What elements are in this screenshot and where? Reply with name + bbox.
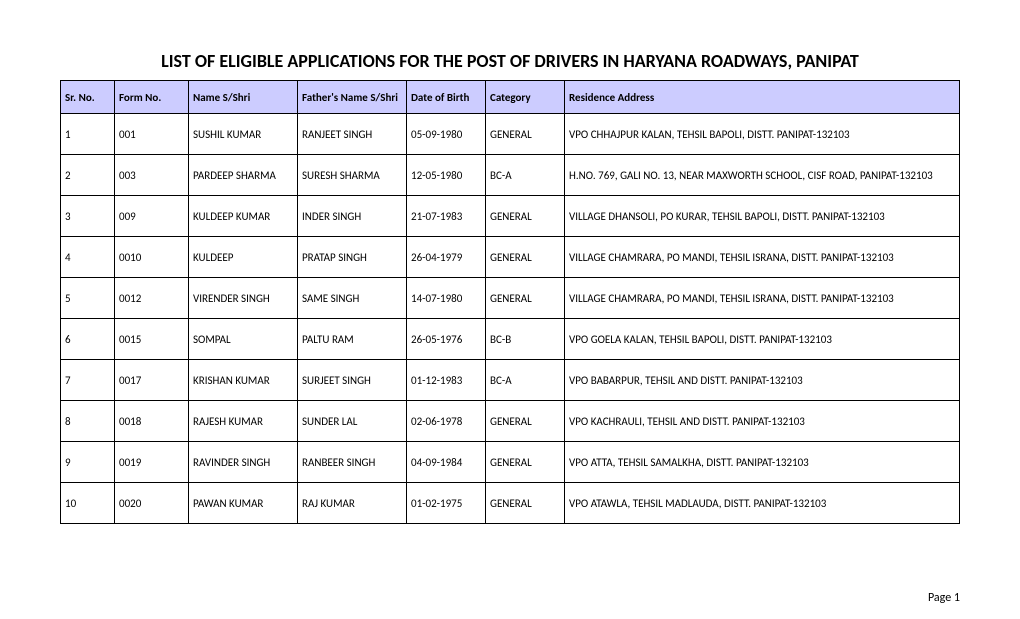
cell-name: PAWAN KUMAR <box>189 483 298 524</box>
cell-fname: SURESH SHARMA <box>298 155 407 196</box>
table-row: 10 0020 PAWAN KUMAR RAJ KUMAR 01-02-1975… <box>61 483 960 524</box>
cell-dob: 12-05-1980 <box>407 155 486 196</box>
cell-cat: BC-A <box>486 360 565 401</box>
col-header-dob: Date of Birth <box>407 81 486 114</box>
cell-form: 0019 <box>115 442 189 483</box>
cell-cat: GENERAL <box>486 114 565 155</box>
cell-sr: 4 <box>61 237 115 278</box>
cell-sr: 5 <box>61 278 115 319</box>
cell-sr: 1 <box>61 114 115 155</box>
col-header-form: Form No. <box>115 81 189 114</box>
cell-cat: GENERAL <box>486 401 565 442</box>
cell-cat: BC-A <box>486 155 565 196</box>
cell-sr: 10 <box>61 483 115 524</box>
cell-fname: SAME SINGH <box>298 278 407 319</box>
cell-cat: GENERAL <box>486 483 565 524</box>
cell-cat: BC-B <box>486 319 565 360</box>
table-header: Sr. No. Form No. Name S/Shri Father's Na… <box>61 81 960 114</box>
cell-form: 0017 <box>115 360 189 401</box>
table-row: 2 003 PARDEEP SHARMA SURESH SHARMA 12-05… <box>61 155 960 196</box>
col-header-addr: Residence Address <box>565 81 960 114</box>
cell-addr: VPO BABARPUR, TEHSIL AND DISTT. PANIPAT-… <box>565 360 960 401</box>
cell-name: KRISHAN KUMAR <box>189 360 298 401</box>
cell-name: RAJESH KUMAR <box>189 401 298 442</box>
col-header-fname: Father's Name S/Shri <box>298 81 407 114</box>
document-page: LIST OF ELIGIBLE APPLICATIONS FOR THE PO… <box>0 0 1020 619</box>
cell-form: 001 <box>115 114 189 155</box>
table-header-row: Sr. No. Form No. Name S/Shri Father's Na… <box>61 81 960 114</box>
cell-addr: VILLAGE DHANSOLI, PO KURAR, TEHSIL BAPOL… <box>565 196 960 237</box>
cell-sr: 3 <box>61 196 115 237</box>
cell-dob: 05-09-1980 <box>407 114 486 155</box>
cell-form: 0020 <box>115 483 189 524</box>
col-header-cat: Category <box>486 81 565 114</box>
page-number: Page 1 <box>928 591 960 605</box>
cell-form: 009 <box>115 196 189 237</box>
cell-dob: 21-07-1983 <box>407 196 486 237</box>
cell-dob: 04-09-1984 <box>407 442 486 483</box>
cell-dob: 26-05-1976 <box>407 319 486 360</box>
cell-form: 0018 <box>115 401 189 442</box>
cell-fname: SUNDER LAL <box>298 401 407 442</box>
cell-addr: VPO ATTA, TEHSIL SAMALKHA, DISTT. PANIPA… <box>565 442 960 483</box>
cell-form: 003 <box>115 155 189 196</box>
cell-cat: GENERAL <box>486 442 565 483</box>
cell-addr: H.NO. 769, GALI NO. 13, NEAR MAXWORTH SC… <box>565 155 960 196</box>
cell-sr: 8 <box>61 401 115 442</box>
cell-fname: RANJEET SINGH <box>298 114 407 155</box>
cell-dob: 02-06-1978 <box>407 401 486 442</box>
table-row: 6 0015 SOMPAL PALTU RAM 26-05-1976 BC-B … <box>61 319 960 360</box>
cell-name: RAVINDER SINGH <box>189 442 298 483</box>
cell-addr: VPO CHHAJPUR KALAN, TEHSIL BAPOLI, DISTT… <box>565 114 960 155</box>
cell-sr: 6 <box>61 319 115 360</box>
cell-fname: RANBEER SINGH <box>298 442 407 483</box>
col-header-name: Name S/Shri <box>189 81 298 114</box>
cell-addr: VILLAGE CHAMRARA, PO MANDI, TEHSIL ISRAN… <box>565 237 960 278</box>
cell-cat: GENERAL <box>486 196 565 237</box>
cell-fname: INDER SINGH <box>298 196 407 237</box>
cell-form: 0010 <box>115 237 189 278</box>
cell-fname: PRATAP SINGH <box>298 237 407 278</box>
cell-name: KULDEEP <box>189 237 298 278</box>
table-row: 3 009 KULDEEP KUMAR INDER SINGH 21-07-19… <box>61 196 960 237</box>
cell-addr: VILLAGE CHAMRARA, PO MANDI, TEHSIL ISRAN… <box>565 278 960 319</box>
cell-cat: GENERAL <box>486 278 565 319</box>
cell-sr: 2 <box>61 155 115 196</box>
cell-sr: 7 <box>61 360 115 401</box>
cell-name: VIRENDER SINGH <box>189 278 298 319</box>
table-row: 4 0010 KULDEEP PRATAP SINGH 26-04-1979 G… <box>61 237 960 278</box>
cell-name: PARDEEP SHARMA <box>189 155 298 196</box>
cell-name: KULDEEP KUMAR <box>189 196 298 237</box>
cell-addr: VPO GOELA KALAN, TEHSIL BAPOLI, DISTT. P… <box>565 319 960 360</box>
table-body: 1 001 SUSHIL KUMAR RANJEET SINGH 05-09-1… <box>61 114 960 524</box>
table-row: 8 0018 RAJESH KUMAR SUNDER LAL 02-06-197… <box>61 401 960 442</box>
table-row: 5 0012 VIRENDER SINGH SAME SINGH 14-07-1… <box>61 278 960 319</box>
cell-name: SUSHIL KUMAR <box>189 114 298 155</box>
applications-table: Sr. No. Form No. Name S/Shri Father's Na… <box>60 80 960 524</box>
cell-form: 0012 <box>115 278 189 319</box>
cell-dob: 14-07-1980 <box>407 278 486 319</box>
table-row: 7 0017 KRISHAN KUMAR SURJEET SINGH 01-12… <box>61 360 960 401</box>
cell-dob: 26-04-1979 <box>407 237 486 278</box>
table-row: 9 0019 RAVINDER SINGH RANBEER SINGH 04-0… <box>61 442 960 483</box>
cell-fname: RAJ KUMAR <box>298 483 407 524</box>
cell-name: SOMPAL <box>189 319 298 360</box>
cell-addr: VPO ATAWLA, TEHSIL MADLAUDA, DISTT. PANI… <box>565 483 960 524</box>
cell-cat: GENERAL <box>486 237 565 278</box>
cell-sr: 9 <box>61 442 115 483</box>
table-row: 1 001 SUSHIL KUMAR RANJEET SINGH 05-09-1… <box>61 114 960 155</box>
cell-fname: SURJEET SINGH <box>298 360 407 401</box>
col-header-sr: Sr. No. <box>61 81 115 114</box>
page-title: LIST OF ELIGIBLE APPLICATIONS FOR THE PO… <box>60 50 960 72</box>
cell-dob: 01-12-1983 <box>407 360 486 401</box>
cell-fname: PALTU RAM <box>298 319 407 360</box>
cell-form: 0015 <box>115 319 189 360</box>
cell-dob: 01-02-1975 <box>407 483 486 524</box>
cell-addr: VPO KACHRAULI, TEHSIL AND DISTT. PANIPAT… <box>565 401 960 442</box>
